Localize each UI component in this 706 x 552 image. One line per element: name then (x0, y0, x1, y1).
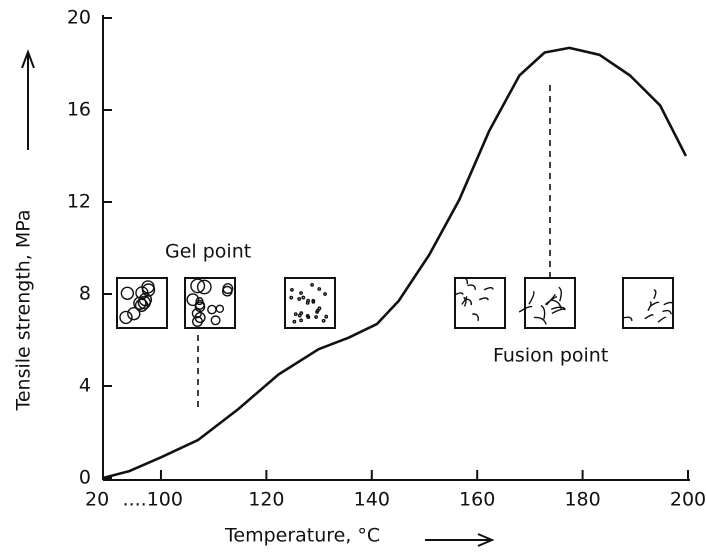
icon-texture (528, 290, 535, 305)
icon-texture (297, 313, 302, 318)
icon-texture (290, 287, 294, 292)
icon-texture (623, 316, 633, 322)
icon-box (284, 277, 336, 329)
x-tick-label: 20 (85, 489, 109, 511)
icon-texture (141, 283, 156, 297)
icon-texture (315, 308, 320, 313)
icon-box (622, 277, 674, 329)
icon-texture (196, 279, 212, 295)
y-arrow (21, 49, 35, 150)
x-arrow (425, 533, 495, 547)
x-tick-label: 140 (354, 489, 390, 511)
icon-texture (644, 314, 654, 320)
icon-texture (323, 292, 327, 296)
icon-texture (483, 287, 494, 291)
icon-texture (306, 315, 311, 320)
icon-texture (186, 293, 200, 307)
icon-texture (293, 312, 298, 317)
icon-texture (663, 301, 674, 306)
icon-texture (653, 289, 657, 300)
icon-texture (299, 318, 304, 323)
y-tick-label: 20 (67, 7, 91, 29)
y-tick-label: 16 (67, 99, 91, 121)
icon-box (524, 277, 576, 329)
icon-texture (472, 313, 479, 321)
x-tick-label: ....100 (123, 489, 183, 511)
icon-texture (310, 283, 314, 287)
icon-texture (299, 291, 303, 295)
icon-texture (460, 276, 469, 285)
x-axis-label: Temperature, °C (224, 525, 380, 547)
y-tick-label: 12 (67, 191, 91, 213)
annotation: Gel point (165, 241, 251, 263)
x-tick-label: 120 (248, 489, 284, 511)
icon-texture (463, 296, 467, 307)
icon-texture (299, 311, 304, 316)
icon-texture (314, 315, 318, 319)
y-tick-label: 4 (79, 375, 91, 397)
icon-texture (120, 286, 135, 300)
icon-texture (533, 316, 547, 325)
y-tick-label: 0 (79, 467, 91, 489)
icon-texture (657, 316, 667, 323)
icon-texture (545, 293, 556, 306)
icon-texture (321, 318, 326, 323)
icon-texture (453, 292, 464, 296)
icon-texture (195, 297, 204, 306)
icon-texture (317, 287, 322, 291)
y-tick-label: 8 (79, 283, 91, 305)
icon-texture (215, 304, 225, 314)
icon-texture (221, 285, 233, 297)
icon-texture (550, 306, 566, 310)
icon-texture (311, 299, 316, 304)
line (102, 46, 688, 480)
y-axis-label: Tensile strength, MPa (13, 209, 35, 411)
x-tick-label: 200 (670, 489, 706, 511)
icon-texture (210, 315, 221, 326)
icon-texture (551, 308, 566, 315)
icon-texture (540, 305, 546, 320)
annotation: Fusion point (493, 345, 608, 367)
icon-texture (647, 301, 652, 312)
icon-texture (649, 301, 660, 307)
icon-texture (464, 298, 472, 306)
icon-texture (478, 297, 489, 301)
icon-texture (662, 309, 672, 315)
icon-texture (135, 286, 149, 300)
icon-texture (324, 314, 329, 319)
icon-texture (190, 278, 206, 294)
icon-texture (194, 301, 206, 313)
icon-texture (137, 295, 151, 310)
icon-texture (518, 305, 533, 313)
icon-texture (194, 312, 206, 324)
microstructures (116, 276, 674, 329)
icon-texture (467, 284, 476, 290)
icon-texture (550, 299, 562, 310)
icon-texture (292, 319, 297, 324)
icon-texture (558, 286, 562, 302)
icon-texture (544, 295, 558, 306)
x-tick-label: 160 (459, 489, 495, 511)
x-tick-label: 180 (564, 489, 600, 511)
icon-texture (301, 295, 306, 300)
icon-texture (289, 295, 294, 300)
icon-texture (306, 298, 311, 303)
icon-texture (119, 310, 133, 325)
icon-texture (297, 297, 302, 301)
icon-texture (127, 306, 141, 321)
